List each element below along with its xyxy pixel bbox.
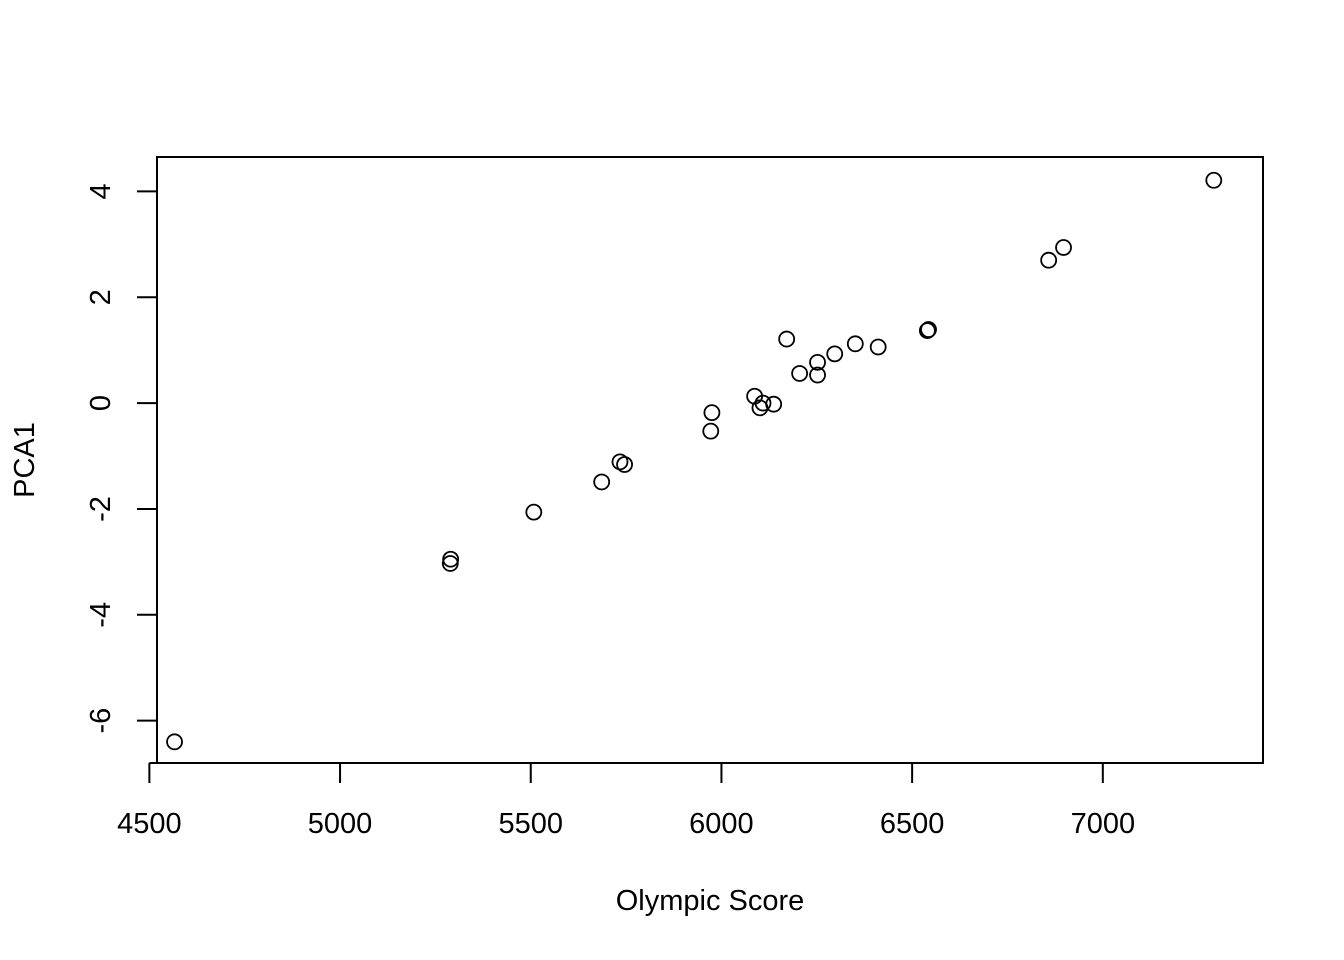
data-point xyxy=(791,365,809,382)
data-point xyxy=(703,404,721,422)
data-point xyxy=(920,321,937,338)
data-point xyxy=(826,345,844,363)
y-tick-label: -6 xyxy=(85,708,117,734)
y-tick-label: 2 xyxy=(85,289,117,305)
data-point xyxy=(166,733,183,751)
x-tick-label: 6500 xyxy=(880,808,945,840)
data-point xyxy=(593,473,611,491)
data-point xyxy=(1205,171,1223,189)
plot-frame xyxy=(156,156,1264,764)
y-axis-title: PCA1 xyxy=(9,422,41,498)
x-tick-label: 4500 xyxy=(117,808,182,840)
data-point xyxy=(702,422,720,440)
data-point xyxy=(869,338,887,356)
y-tick-label: 4 xyxy=(85,183,117,199)
x-tick-label: 5000 xyxy=(308,808,373,840)
y-axis: -6 -4 -2 0 2 4 xyxy=(85,183,158,734)
data-point xyxy=(846,335,864,353)
data-point xyxy=(746,387,764,405)
x-tick-label: 6000 xyxy=(689,808,754,840)
x-tick-label: 5500 xyxy=(498,808,563,840)
x-tick-label: 7000 xyxy=(1071,808,1136,840)
data-points xyxy=(166,171,1223,751)
data-point xyxy=(611,453,629,471)
data-point xyxy=(441,555,459,572)
y-tick-label: 0 xyxy=(85,395,117,411)
y-tick-label: -2 xyxy=(85,496,117,522)
x-axis-title: Olympic Score xyxy=(616,885,805,917)
data-point xyxy=(525,503,543,521)
x-axis: 4500 5000 5500 6000 6500 7000 xyxy=(117,762,1136,840)
data-point xyxy=(918,322,936,339)
data-point xyxy=(778,330,796,348)
data-point xyxy=(809,353,826,371)
data-point xyxy=(809,366,826,384)
y-tick-label: -4 xyxy=(85,602,117,628)
data-point xyxy=(1040,251,1058,269)
data-point xyxy=(1055,239,1072,256)
